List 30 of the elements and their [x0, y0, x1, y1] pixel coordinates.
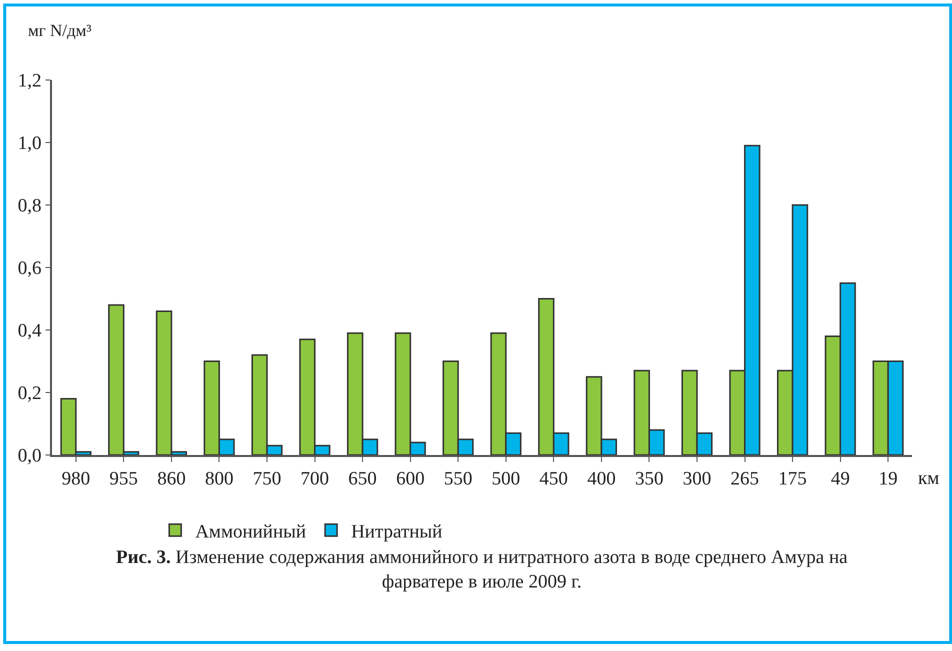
legend-label: Аммонийный [195, 522, 306, 543]
x-tick-label: 550 [444, 468, 472, 490]
x-tick-label: 500 [492, 468, 520, 490]
y-tick-label: 0,2 [18, 383, 42, 404]
y-tick-label: 1,0 [18, 133, 42, 154]
x-tick-label: 800 [204, 468, 234, 490]
x-tick-label: 650 [348, 468, 377, 490]
y-tick-label: 0,8 [18, 196, 42, 217]
x-tick-label: 265 [730, 468, 760, 490]
x-tick-label: 750 [252, 468, 282, 490]
legend-label: Нитратный [351, 522, 442, 543]
y-axis-title: мг N/дм³ [28, 21, 92, 40]
x-tick-label: 19 [878, 468, 898, 490]
x-tick-label: 955 [109, 468, 138, 490]
text: Рис. 3. Изменение содержания аммонийного и нитратного азота в воде среднего Амура на фарватере в июле 2009 г. [116, 547, 848, 593]
x-tick-label: 700 [300, 468, 330, 490]
y-tick-label: 0,6 [18, 258, 42, 280]
x-tick-label: 450 [539, 468, 568, 490]
y-tick-label: 1,2 [18, 70, 42, 92]
x-tick-label: 175 [778, 468, 807, 490]
x-tick-label: 600 [396, 468, 425, 490]
x-tick-label: 400 [587, 468, 616, 490]
x-axis-title: км [918, 468, 940, 489]
x-tick-label: 49 [830, 468, 850, 490]
y-tick-label: 0,4 [18, 320, 42, 342]
x-tick-label: 350 [634, 468, 664, 490]
x-tick-label: 300 [682, 468, 712, 490]
x-tick-label: 980 [62, 468, 90, 490]
x-tick-label: 860 [157, 468, 186, 490]
y-tick-label: 0,0 [18, 446, 42, 467]
